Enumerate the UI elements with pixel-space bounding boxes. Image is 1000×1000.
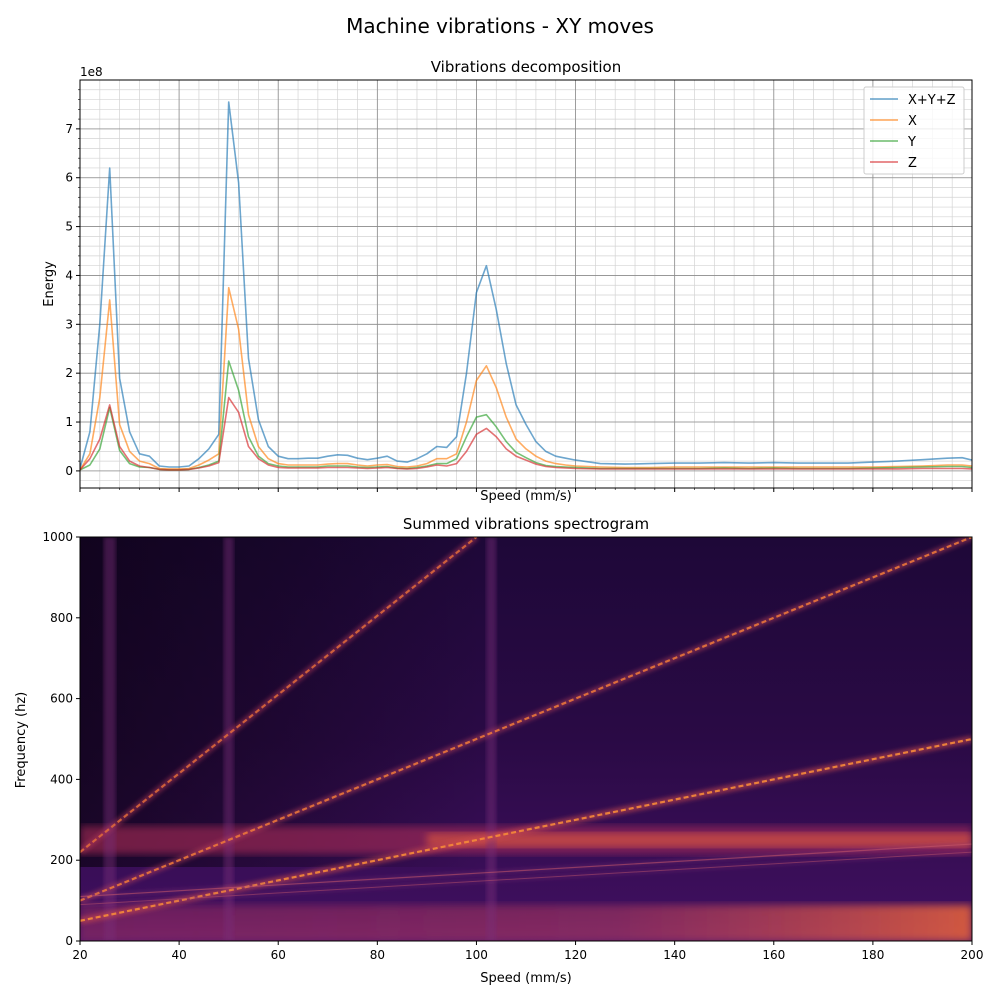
y-tick-label: 0 [65, 464, 73, 478]
y-tick-label: 3 [65, 317, 73, 331]
spectrogram-image [80, 537, 972, 941]
y-tick-label: 1000 [42, 530, 73, 544]
x-tick-label: 100 [465, 948, 488, 962]
x-tick-label: 180 [861, 948, 884, 962]
harmonic-line [80, 843, 972, 898]
y-tick-label: 5 [65, 220, 73, 234]
spectrogram-title: Summed vibrations spectrogram [403, 515, 649, 533]
series-line-x-y-z [80, 101, 972, 469]
y-tick-label: 4 [65, 268, 73, 282]
legend-label: X+Y+Z [908, 93, 956, 108]
resonance-stripe [223, 537, 234, 941]
spectrogram-frame [79, 536, 973, 942]
figure-title: Machine vibrations - XY moves [346, 14, 654, 38]
x-tick-label: 140 [663, 948, 686, 962]
y-tick-label: 400 [50, 772, 73, 786]
spectrogram-dark-region [80, 537, 480, 867]
y-tick-label: 2 [65, 366, 73, 380]
series-line-z [80, 396, 972, 471]
legend-box [863, 86, 965, 175]
y-tick-label: 6 [65, 171, 73, 185]
x-tick-label: 20 [72, 948, 87, 962]
y-tick-label: 200 [50, 853, 73, 867]
y-tick-label: 7 [65, 122, 73, 136]
line-chart-title: Vibrations decomposition [431, 58, 622, 76]
x-tick-label: 160 [762, 948, 785, 962]
y-tick-label: 800 [50, 611, 73, 625]
line-chart-y-axis-label: Energy [42, 261, 57, 307]
legend-label: Y [907, 135, 916, 150]
line-chart-background [80, 80, 972, 488]
resonance-stripe [103, 537, 116, 941]
resonance-stripe [486, 537, 497, 941]
line-chart-frame [79, 79, 973, 489]
harmonic-line [80, 537, 972, 902]
spectrogram-axes: 20 40 60 80 100 120 140 160 180 200 0 200 400 600 800 1… [14, 515, 983, 986]
resonance-band-core [426, 833, 972, 847]
x-tick-label: 60 [271, 948, 286, 962]
spectrogram-ticks: 20 40 60 80 100 120 140 160 180 200 0 200 400 600 800 1… [42, 530, 983, 962]
x-tick-label: 40 [171, 948, 186, 962]
spectrogram-y-axis-label: Frequency (hz) [14, 692, 29, 789]
x-tick-label: 120 [564, 948, 587, 962]
spectrogram-x-axis-label: Speed (mm/s) [480, 971, 572, 986]
y-tick-label: 600 [50, 692, 73, 706]
y-tick-label: 1 [65, 415, 73, 429]
x-tick-label: 80 [370, 948, 385, 962]
harmonic-line-glow [80, 735, 972, 925]
legend-label: X [908, 114, 917, 129]
harmonic-line [80, 851, 972, 906]
line-chart-axes: 0 1 2 3 4 5 6 7 Vibrations decomposition 1e8 Sp… [42, 58, 973, 504]
series-line-x [80, 286, 972, 471]
x-tick-label: 200 [961, 948, 984, 962]
y-offset-label: 1e8 [80, 65, 103, 79]
line-chart-ticks: 0 1 2 3 4 5 6 7 [65, 89, 973, 492]
spectrogram-low-frequency-glow [80, 905, 972, 941]
line-chart-series [80, 101, 972, 471]
legend: X+Y+Z XYZ [863, 86, 965, 175]
harmonic-line [80, 537, 478, 853]
line-chart-x-axis-label: Speed (mm/s) [480, 489, 572, 504]
legend-label: Z [908, 156, 917, 171]
y-tick-label: 0 [65, 934, 73, 948]
